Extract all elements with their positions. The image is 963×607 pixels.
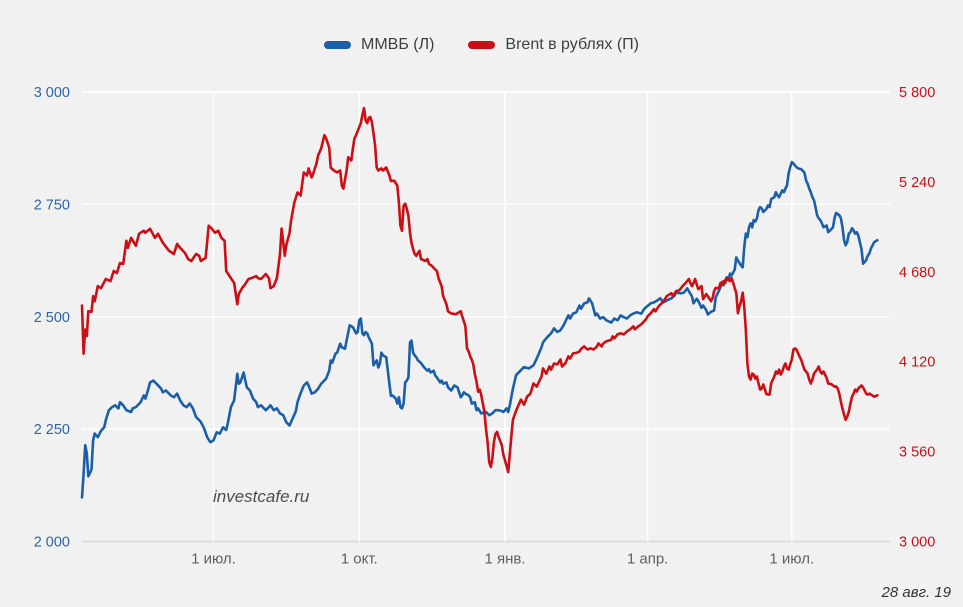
right-axis-tick-label: 5 240 (899, 175, 935, 191)
x-axis-tick-label: 1 апр. (627, 551, 668, 568)
left-axis-tick-label: 2 250 (34, 422, 70, 438)
left-axis-tick-label: 3 000 (34, 85, 70, 101)
legend-item-mmvb[interactable]: ММВБ (Л) (323, 36, 435, 54)
brent-series-swatch (468, 41, 496, 49)
series-line-1 (80, 106, 879, 474)
left-axis-tick-label: 2 500 (34, 310, 70, 326)
right-axis-tick-label: 5 800 (899, 85, 935, 101)
x-axis-tick-label: 1 июл. (769, 551, 814, 568)
right-axis-tick-label: 4 120 (899, 355, 935, 371)
legend: ММВБ (Л) Brent в рублях (П) (0, 36, 963, 54)
legend-item-brent[interactable]: Brent в рублях (П) (468, 36, 639, 54)
legend-label-brent: Brent в рублях (П) (505, 36, 639, 53)
right-axis-tick-label: 3 000 (899, 535, 935, 551)
right-axis-tick-label: 4 680 (899, 265, 935, 281)
date-note: 28 авг. 19 (881, 584, 951, 601)
series-line-0 (80, 160, 879, 499)
right-axis-tick-label: 3 560 (899, 445, 935, 461)
left-axis-tick-label: 2 750 (34, 197, 70, 213)
left-axis-tick-label: 2 000 (34, 535, 70, 551)
x-axis-tick-label: 1 окт. (341, 551, 378, 568)
watermark: investcafe.ru (213, 487, 310, 506)
x-axis-tick-label: 1 июл. (191, 551, 236, 568)
legend-label-mmvb: ММВБ (Л) (360, 36, 435, 53)
x-axis-tick-label: 1 янв. (484, 551, 525, 568)
mmvb-series-swatch (323, 41, 351, 49)
